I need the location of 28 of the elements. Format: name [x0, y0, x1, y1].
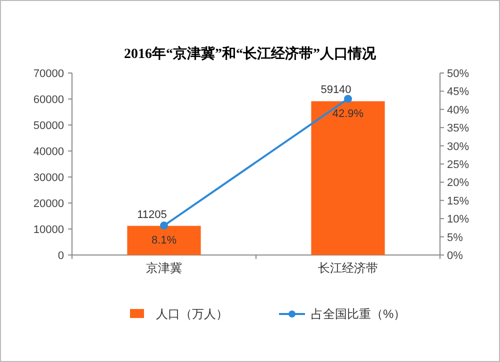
x-tick-label: 长江经济带 [318, 261, 378, 275]
y-tick-label: 0 [58, 250, 64, 262]
y2-tick-label: 5% [447, 232, 464, 244]
y2-tick-label: 50% [447, 68, 470, 80]
y-tick-label: 10000 [33, 224, 64, 236]
y2-tick-label: 20% [447, 177, 470, 190]
y2-tick-label: 15% [447, 195, 470, 208]
y2-tick-label: 45% [447, 86, 470, 98]
chart-title: 2016年“京津冀”和“长江经济带”人口情况 [124, 45, 377, 62]
data-label: 11205 [137, 208, 167, 221]
y2-tick-label: 10% [447, 214, 470, 226]
y2-tick-label: 30% [447, 140, 470, 153]
y-tick-label: 30000 [33, 172, 64, 184]
y2-tick-label: 25% [447, 159, 470, 171]
legend-label: 占全国比重（%） [311, 307, 406, 321]
data-label: 8.1% [151, 234, 177, 247]
x-tick-label: 京津冀 [146, 261, 182, 275]
y-tick-label: 70000 [33, 68, 64, 80]
y2-tick-label: 35% [447, 122, 470, 135]
y-tick-label: 20000 [33, 198, 64, 210]
y-tick-label: 60000 [33, 94, 64, 106]
y2-tick-label: 0% [447, 250, 464, 262]
y-tick-label: 40000 [33, 146, 64, 158]
data-label: 42.9% [332, 108, 364, 120]
data-label: 59140 [320, 84, 352, 96]
y2-tick-label: 40% [447, 104, 470, 116]
y-tick-label: 50000 [33, 120, 64, 132]
legend-label: 人口（万人） [156, 307, 228, 321]
